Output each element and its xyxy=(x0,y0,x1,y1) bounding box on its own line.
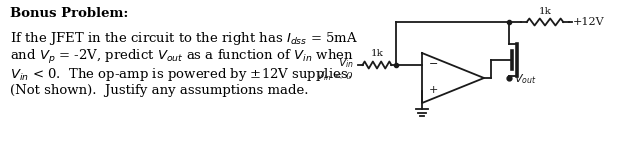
Text: $V_{in}$ < 0: $V_{in}$ < 0 xyxy=(317,69,354,83)
Text: Bonus Problem:: Bonus Problem: xyxy=(10,7,128,20)
Text: and $V_p$ = -2V, predict $V_{out}$ as a function of $V_{in}$ when: and $V_p$ = -2V, predict $V_{out}$ as a … xyxy=(10,48,354,66)
Text: +12V: +12V xyxy=(573,17,605,27)
Text: +: + xyxy=(429,85,438,95)
Text: $V_{in}$: $V_{in}$ xyxy=(338,56,354,70)
Text: If the JFET in the circuit to the right has $I_{dss}$ = 5mA: If the JFET in the circuit to the right … xyxy=(10,30,358,47)
Text: 1k: 1k xyxy=(539,7,551,16)
Text: $V_{out}$: $V_{out}$ xyxy=(514,72,537,86)
Text: $V_{in}$ < 0.  The op-amp is powered by ±12V supplies.: $V_{in}$ < 0. The op-amp is powered by ±… xyxy=(10,66,352,83)
Text: (Not shown).  Justify any assumptions made.: (Not shown). Justify any assumptions mad… xyxy=(10,84,308,97)
Text: 1k: 1k xyxy=(371,49,384,58)
Text: −: − xyxy=(429,59,438,69)
